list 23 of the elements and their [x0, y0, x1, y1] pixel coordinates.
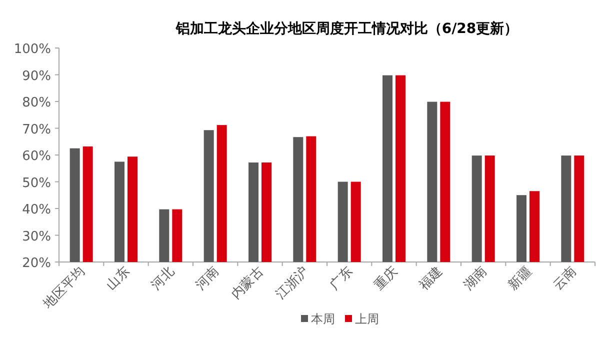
x-tick-label: 河南 [193, 264, 222, 294]
y-tick-label: 30% [22, 229, 51, 244]
y-tick-label: 60% [22, 149, 51, 164]
x-tick-label: 重庆 [372, 264, 401, 294]
y-tick-label: 50% [22, 176, 51, 191]
x-tick-label: 新疆 [506, 264, 535, 294]
x-tick-label: 河北 [148, 264, 178, 294]
x-tick-label: 山东 [104, 264, 133, 294]
x-tick-label: 江浙沪 [272, 264, 312, 302]
x-tick-label: 湖南 [461, 264, 490, 294]
chart-title: 铝加工龙头企业分地区周度开工情况对比（6/28更新） [174, 20, 518, 37]
y-tick-label: 70% [22, 122, 51, 138]
legend-label: 上周 [355, 312, 379, 326]
x-tick-label: 广东 [327, 264, 356, 294]
y-tick-label: 90% [22, 68, 51, 84]
x-tick-label: 云南 [550, 264, 580, 294]
x-tick-label: 福建 [416, 264, 446, 294]
x-tick-label: 内蒙古 [228, 264, 267, 302]
y-tick-label: 20% [22, 256, 51, 271]
legend-label: 本周 [311, 312, 335, 326]
y-tick-label: 100% [14, 42, 51, 57]
y-tick-label: 40% [22, 202, 51, 218]
y-tick-label: 80% [22, 96, 51, 110]
